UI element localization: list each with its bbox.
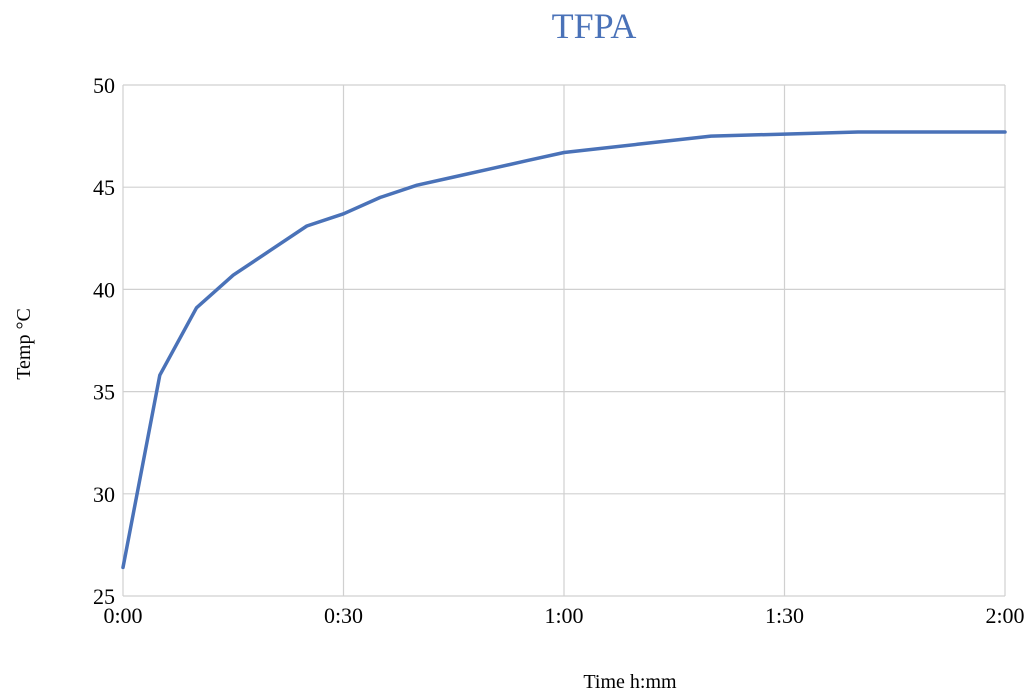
- y-tick-label: 40: [93, 277, 115, 302]
- series-line: [121, 130, 1007, 570]
- tick-labels: 25 30 35 40 45 50 0:00 0:30 1:00 1:30 2:00: [93, 73, 1025, 628]
- y-axis-label: Temp °C: [13, 308, 35, 380]
- x-axis-label: Time h:mm: [583, 671, 677, 693]
- chart-title: TFPA: [552, 6, 637, 46]
- x-tick-label: 2:00: [985, 603, 1024, 628]
- y-tick-label: 25: [93, 584, 115, 609]
- x-tick-label: 0:00: [103, 603, 142, 628]
- x-tick-label: 1:00: [544, 603, 583, 628]
- grid-lines: [122, 84, 1006, 597]
- y-tick-label: 30: [93, 482, 115, 507]
- series-layer: [121, 130, 1007, 570]
- y-tick-label: 45: [93, 175, 115, 200]
- x-tick-label: 0:30: [324, 603, 363, 628]
- y-tick-label: 35: [93, 380, 115, 405]
- y-tick-label: 50: [93, 73, 115, 98]
- x-tick-label: 1:30: [765, 603, 804, 628]
